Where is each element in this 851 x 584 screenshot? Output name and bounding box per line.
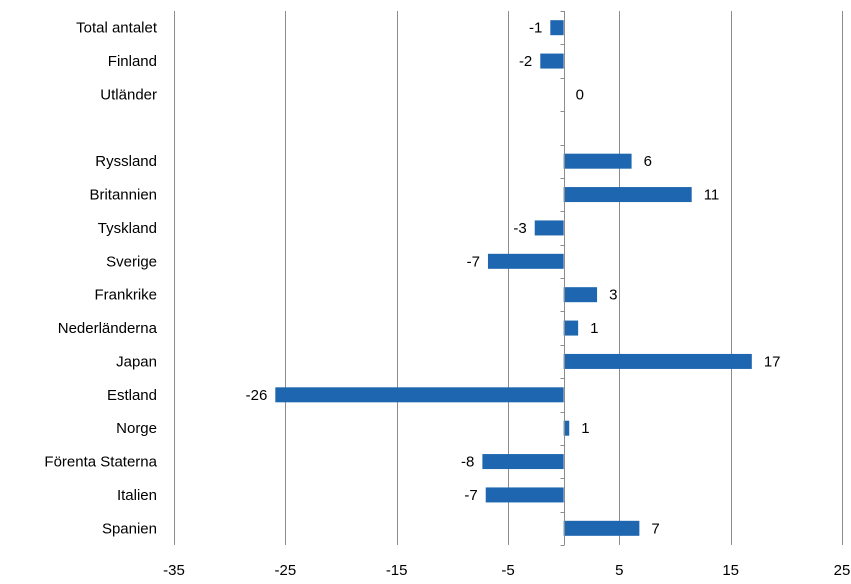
x-tick-labels: -35 -25 -15 -5 5 15 25 xyxy=(163,562,850,579)
x-tick-label: -25 xyxy=(274,562,296,579)
data-label: 7 xyxy=(651,520,659,537)
x-tick-label: 15 xyxy=(722,562,739,579)
bar xyxy=(482,454,564,470)
category-label: Finland xyxy=(108,53,157,70)
category-label: Frankrike xyxy=(94,287,157,304)
data-label: 6 xyxy=(644,153,652,170)
data-label: 3 xyxy=(609,287,617,304)
data-label: -2 xyxy=(519,53,532,70)
category-label: Estland xyxy=(107,387,157,404)
data-label: -26 xyxy=(246,387,268,404)
x-tick-label: 25 xyxy=(834,562,851,579)
gridlines xyxy=(174,11,843,545)
bar xyxy=(275,387,564,403)
data-label: -7 xyxy=(464,487,477,504)
bar xyxy=(534,220,564,236)
bar xyxy=(550,20,564,36)
bar xyxy=(563,420,570,436)
data-label: 1 xyxy=(590,320,598,337)
bar xyxy=(563,520,640,536)
category-axis xyxy=(560,11,565,546)
bar xyxy=(563,320,579,336)
x-tick-label: -5 xyxy=(501,562,514,579)
category-label: Total antalet xyxy=(76,20,158,37)
x-tick-label: -15 xyxy=(386,562,408,579)
category-label: Förenta Staterna xyxy=(44,454,157,471)
category-label: Sverige xyxy=(106,253,157,270)
x-tick-label: 5 xyxy=(615,562,623,579)
bars xyxy=(275,20,752,536)
category-label: Britannien xyxy=(89,187,157,204)
category-label: Tyskland xyxy=(98,220,157,237)
category-label: Japan xyxy=(116,353,157,370)
bar xyxy=(487,253,564,269)
data-label: -1 xyxy=(529,20,542,37)
bar xyxy=(563,187,692,203)
data-label: -3 xyxy=(513,220,526,237)
category-label: Italien xyxy=(117,487,157,504)
data-label: 0 xyxy=(576,86,584,103)
category-label: Spanien xyxy=(102,520,157,537)
data-label: -8 xyxy=(461,454,474,471)
bar xyxy=(485,487,564,503)
bar xyxy=(563,287,598,303)
category-label: Norge xyxy=(116,420,157,437)
category-label: Utländer xyxy=(100,86,157,103)
data-label: -7 xyxy=(467,253,480,270)
data-label: 17 xyxy=(764,353,781,370)
bar xyxy=(540,53,564,69)
bar xyxy=(563,353,752,369)
category-label: Nederländerna xyxy=(58,320,158,337)
category-labels: Total antalet Finland Utländer Ryssland Brit… xyxy=(44,20,157,538)
data-label: 11 xyxy=(704,187,720,204)
data-label: 1 xyxy=(581,420,589,437)
category-label: Ryssland xyxy=(95,153,157,170)
bar xyxy=(563,153,632,169)
x-tick-label: -35 xyxy=(163,562,185,579)
